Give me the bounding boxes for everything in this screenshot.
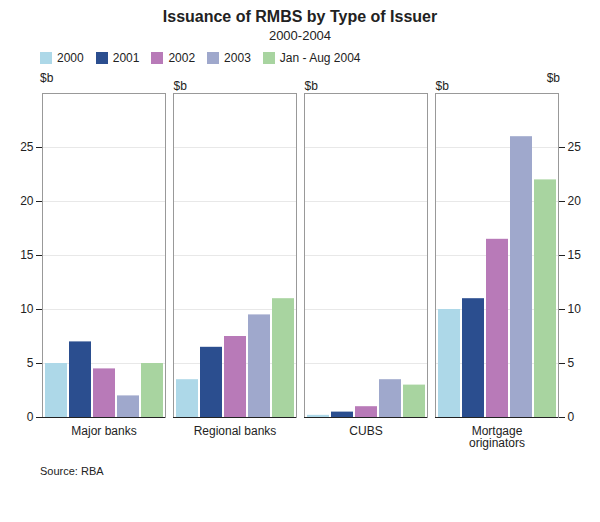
html-text:$b: $b	[546, 71, 560, 85]
html-text:$b: $b	[40, 71, 54, 85]
html-text:Jan - Aug 2004: Jan - Aug 2004	[279, 51, 361, 65]
html-text:2003: 2003	[224, 51, 251, 65]
svg-text:$b: $b	[305, 79, 319, 93]
svg-text:0: 0	[568, 410, 575, 424]
svg-text:5: 5	[27, 356, 34, 370]
svg-text:15: 15	[20, 248, 34, 262]
html-text:2000-2004: 2000-2004	[268, 28, 332, 43]
svg-text:Mortgageoriginators: Mortgageoriginators	[469, 424, 525, 450]
html-text:Source: RBA: Source: RBA	[40, 465, 104, 477]
svg-text:15: 15	[568, 248, 582, 262]
html-text:2000: 2000	[57, 51, 84, 65]
svg-text:10: 10	[20, 302, 34, 316]
svg-text:Major banks: Major banks	[71, 424, 136, 438]
svg-text:25: 25	[568, 140, 582, 154]
svg-text:0: 0	[27, 410, 34, 424]
svg-text:10: 10	[568, 302, 582, 316]
html-text:Issuance of RMBS by Type of Is: Issuance of RMBS by Type of Issuer	[162, 8, 438, 25]
svg-text:Regional banks: Regional banks	[194, 424, 277, 438]
svg-text:20: 20	[20, 194, 34, 208]
svg-text:5: 5	[568, 356, 575, 370]
html-text:2002: 2002	[168, 51, 196, 65]
svg-text:20: 20	[568, 194, 582, 208]
svg-text:CUBS: CUBS	[349, 424, 382, 438]
svg-text:25: 25	[20, 140, 34, 154]
svg-text:$b: $b	[436, 79, 450, 93]
svg-text:$b: $b	[174, 79, 188, 93]
html-text:2001: 2001	[112, 51, 140, 65]
